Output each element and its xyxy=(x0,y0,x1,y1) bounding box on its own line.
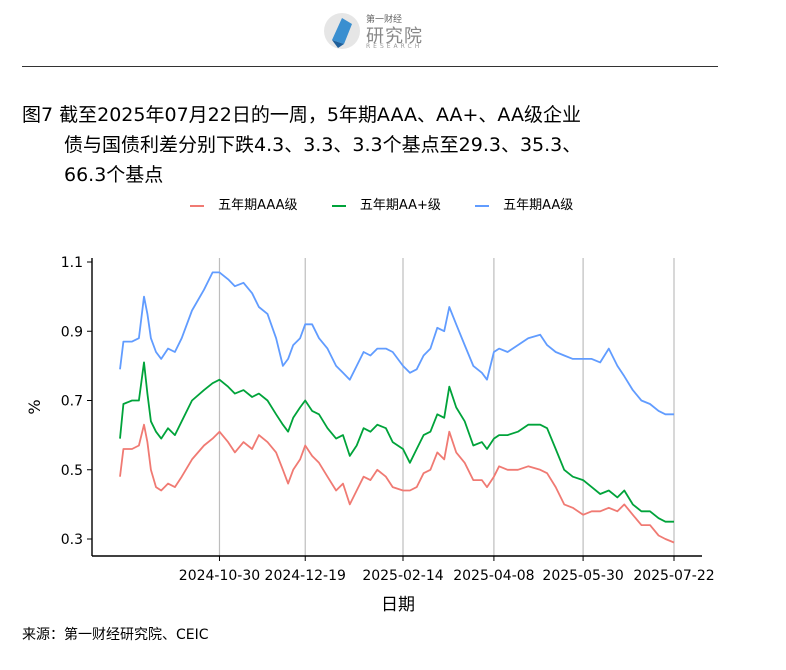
x-tick-label: 2025-02-14 xyxy=(362,568,443,584)
logo-top-text: 第一财经 xyxy=(366,15,403,25)
figure-title: 图7 截至2025年07月22日的一周，5年期AAA、AA+、AA级企业 债与国… xyxy=(22,100,722,190)
x-tick-label: 2024-12-19 xyxy=(265,568,346,584)
axes-layer: 2024-10-30 2024-12-19 2025-02-14 2025-04-08… xyxy=(61,255,715,584)
y-tick-label: 0.5 xyxy=(61,463,83,479)
grid-layer xyxy=(218,258,675,556)
x-tick-label: 2025-07-22 xyxy=(633,568,714,584)
research-logo: 第一财经 研究院 RESEARCH xyxy=(322,10,432,52)
source-note: 来源：第一财经研究院、CEIC xyxy=(22,627,209,643)
legend-label-aa-plus: 五年期AA+级 xyxy=(359,198,441,213)
legend-label-aa: 五年期AA级 xyxy=(503,198,574,213)
y-tick-label: 0.7 xyxy=(61,394,83,410)
y-axis-label: % xyxy=(25,399,44,414)
logo-sub-text: RESEARCH xyxy=(366,43,423,50)
x-tick-label: 2025-05-30 xyxy=(542,568,623,584)
legend-label-aaa: 五年期AAA级 xyxy=(218,198,298,213)
legend-swatch-aa xyxy=(475,204,490,207)
legend-item-aa: 五年期AA级 xyxy=(475,194,573,213)
figure-title-line1: 图7 截至2025年07月22日的一周，5年期AAA、AA+、AA级企业 xyxy=(22,104,581,126)
series-line-aa xyxy=(119,271,674,416)
logo-emblem-icon xyxy=(324,13,360,49)
series-line-aaa xyxy=(119,423,675,544)
figure-title-line3: 66.3个基点 xyxy=(64,164,164,186)
header-divider xyxy=(22,66,718,67)
legend-swatch-aa-plus xyxy=(331,204,346,207)
x-axis-label: 日期 xyxy=(381,595,415,615)
series-layer xyxy=(119,271,675,544)
x-tick-label: 2025-04-08 xyxy=(453,568,534,584)
y-tick-label: 0.3 xyxy=(61,532,83,548)
y-tick-label: 1.1 xyxy=(61,255,83,271)
legend-item-aaa: 五年期AAA级 xyxy=(190,194,298,213)
figure-title-line2: 债与国债利差分别下跌4.3、3.3、3.3个基点至29.3、35.3、 xyxy=(64,134,582,156)
y-tick-label: 0.9 xyxy=(61,324,83,340)
x-tick-label: 2024-10-30 xyxy=(179,568,260,584)
legend-swatch-aaa xyxy=(190,204,204,207)
series-line-aa-plus xyxy=(119,361,674,523)
legend-item-aa-plus: 五年期AA+级 xyxy=(331,194,441,213)
spread-line-chart: 2024-10-30 2024-12-19 2025-02-14 2025-04-08… xyxy=(25,255,715,615)
chart-legend: 五年期AAA级 五年期AA+级 五年期AA级 xyxy=(190,194,603,213)
logo-main-text: 研究院 xyxy=(366,26,423,47)
